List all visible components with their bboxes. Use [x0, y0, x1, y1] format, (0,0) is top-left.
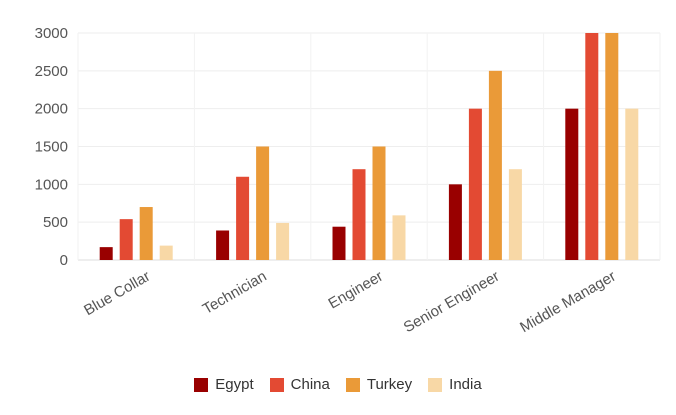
bar-china-engineer[interactable]	[352, 169, 366, 260]
legend-swatch	[269, 377, 284, 392]
y-tick-label: 0	[60, 252, 68, 269]
y-tick-label: 3000	[35, 25, 68, 42]
bar-china-blue-collar[interactable]	[119, 219, 133, 260]
legend-swatch	[345, 377, 360, 392]
bar-india-senior-engineer[interactable]	[508, 169, 522, 260]
bar-india-technician[interactable]	[276, 222, 290, 260]
bar-egypt-blue-collar[interactable]	[99, 247, 113, 260]
legend-label: China	[290, 376, 330, 393]
bar-egypt-middle-manager[interactable]	[565, 108, 579, 261]
bar-egypt-senior-engineer[interactable]	[448, 184, 462, 260]
bar-china-senior-engineer[interactable]	[468, 108, 482, 261]
x-tick-label: Senior Engineer	[401, 268, 503, 337]
legend: Egypt China Turkey India	[0, 376, 676, 393]
legend-item-china[interactable]: China	[269, 376, 330, 393]
bar-china-middle-manager[interactable]	[585, 33, 599, 260]
legend-label: Turkey	[366, 376, 413, 393]
bar-china-technician[interactable]	[236, 176, 250, 260]
legend-swatch	[428, 377, 443, 392]
x-tick-label: Engineer	[325, 268, 386, 313]
y-axis-ticks: 0 500 1000 1500 2000 2500 3000	[35, 25, 68, 269]
bar-egypt-engineer[interactable]	[332, 226, 346, 260]
x-axis-ticks: Blue Collar Technician Engineer Senior Engi…	[81, 268, 619, 337]
y-tick-label: 500	[43, 214, 68, 231]
y-tick-label: 2000	[35, 101, 68, 118]
bars	[99, 33, 639, 261]
y-tick-label: 1000	[35, 176, 68, 193]
legend-label: India	[449, 376, 482, 393]
x-tick-label: Middle Manager	[517, 268, 619, 337]
bar-turkey-middle-manager[interactable]	[605, 33, 619, 260]
bar-chart: 0 500 1000 1500 2000 2500 3000 Blue Collar Tech…	[35, 25, 661, 337]
bar-india-blue-collar[interactable]	[159, 245, 173, 260]
legend-label: Egypt	[215, 376, 254, 393]
bar-turkey-engineer[interactable]	[372, 146, 386, 261]
y-tick-label: 1500	[35, 139, 68, 156]
gridlines	[77, 32, 661, 261]
bar-turkey-blue-collar[interactable]	[139, 207, 153, 260]
legend-item-turkey[interactable]: Turkey	[345, 376, 413, 393]
bar-india-engineer[interactable]	[392, 215, 406, 260]
x-tick-label: Technician	[200, 268, 270, 318]
legend-item-india[interactable]: India	[428, 376, 482, 393]
bar-turkey-senior-engineer[interactable]	[488, 70, 502, 260]
bar-india-middle-manager[interactable]	[625, 108, 639, 261]
legend-swatch	[194, 377, 209, 392]
legend-item-egypt[interactable]: Egypt	[194, 376, 254, 393]
y-tick-label: 2500	[35, 63, 68, 80]
x-tick-label: Blue Collar	[81, 268, 153, 319]
bar-turkey-technician[interactable]	[256, 146, 270, 261]
bar-egypt-technician[interactable]	[216, 230, 230, 260]
